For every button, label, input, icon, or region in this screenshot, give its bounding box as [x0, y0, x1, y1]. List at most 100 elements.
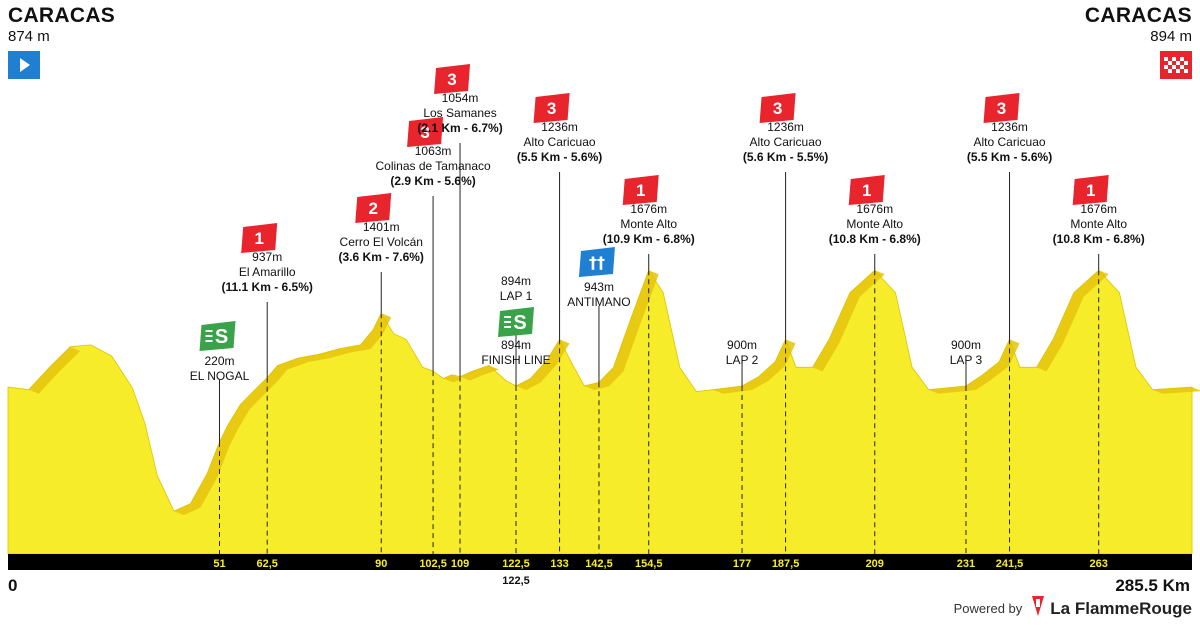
- profile-climb-shade: [256, 377, 278, 392]
- category-2-badge: 2: [355, 193, 392, 223]
- km-tick-label-below: 122,5: [502, 575, 530, 587]
- finish-line-altitude: 894m: [501, 338, 531, 352]
- profile-climb-shade: [742, 376, 769, 391]
- climb-name: Alto Caricuao: [750, 135, 822, 149]
- profile-climb-shade: [267, 365, 288, 382]
- profile-climb-shade: [928, 386, 976, 394]
- marker-altitude: 220m: [204, 354, 234, 368]
- category-3-badge: 3: [983, 93, 1020, 123]
- km-tick-label: 231: [957, 558, 975, 570]
- marker-altitude: 900m: [727, 338, 757, 352]
- category-1-badge: 1: [1072, 175, 1109, 205]
- profile-climb-shade: [1073, 270, 1109, 297]
- profile-climb-shade: [598, 367, 624, 387]
- sprint-icon: S: [498, 307, 535, 337]
- marker-altitude: 900m: [951, 338, 981, 352]
- marker-altitude: 894m: [501, 274, 531, 288]
- profile-climb-shade: [613, 320, 641, 372]
- km-tick-label: 177: [733, 558, 751, 570]
- profile-climb-shade: [630, 270, 659, 325]
- profile-climb-shade: [372, 313, 392, 335]
- svg-text:1: 1: [862, 181, 871, 200]
- profile-climb-shade: [547, 339, 570, 364]
- climb-name: Cerro El Volcán: [340, 235, 423, 249]
- profile-climb-shade: [207, 442, 230, 478]
- profile-climb-shade: [339, 344, 371, 353]
- profile-climb-shade: [298, 354, 330, 363]
- climb-name: El Amarillo: [239, 265, 296, 279]
- climb-stats: (5.5 Km - 5.6%): [517, 150, 602, 164]
- finish-city: CARACAS: [1084, 4, 1192, 27]
- climb-altitude: 1676m: [1080, 202, 1117, 216]
- climb-altitude: 1236m: [991, 120, 1028, 134]
- profile-climb-shade: [360, 330, 383, 349]
- km-tick-label: 122,5: [502, 558, 530, 570]
- profile-climb-shade: [584, 382, 609, 391]
- climb-name: Alto Caricuao: [974, 135, 1046, 149]
- category-3-badge: 3: [533, 93, 570, 123]
- km-tick-label: 142,5: [585, 558, 613, 570]
- profile-climb-shade: [982, 361, 1010, 379]
- climb-name: Alto Caricuao: [524, 135, 596, 149]
- km-tick-label: 263: [1090, 558, 1108, 570]
- km-tick-label: 241,5: [996, 558, 1024, 570]
- marker-altitude: 943m: [584, 280, 614, 294]
- svg-text:2: 2: [369, 199, 378, 218]
- climb-altitude: 1401m: [363, 220, 400, 234]
- climb-stats: (5.6 Km - 5.5%): [743, 150, 828, 164]
- profile-climb-shade: [1152, 387, 1200, 394]
- climb-name: Los Samanes: [423, 106, 496, 120]
- start-altitude: 874 m: [8, 28, 50, 45]
- climb-altitude: 1676m: [630, 202, 667, 216]
- climb-stats: (5.5 Km - 5.6%): [967, 150, 1052, 164]
- climb-stats: (2.1 Km - 6.7%): [417, 121, 502, 135]
- km-tick-label: 133: [550, 558, 568, 570]
- distance-axis-bar: [8, 554, 1192, 570]
- category-1-badge: 1: [622, 175, 659, 205]
- marker-name: LAP 3: [950, 353, 983, 367]
- climb-stats: (10.8 Km - 6.8%): [1053, 232, 1145, 246]
- km-tick-label: 102,5: [419, 558, 447, 570]
- climb-altitude: 1063m: [415, 144, 452, 158]
- distance-start-label: 0: [8, 576, 18, 595]
- powered-by: Powered by La FlammeRouge: [954, 596, 1192, 621]
- profile-climb-shade: [812, 339, 840, 372]
- profile-climb-shade: [28, 367, 60, 394]
- climb-altitude: 1676m: [856, 202, 893, 216]
- profile-climb-shade: [227, 404, 251, 430]
- svg-text:3: 3: [447, 70, 456, 89]
- climb-name: Monte Alto: [620, 217, 677, 231]
- flame-icon: [1030, 596, 1046, 621]
- climb-altitude: 937m: [252, 250, 282, 264]
- svg-text:3: 3: [420, 123, 429, 142]
- profile-climb-shade: [190, 473, 218, 508]
- climb-stats: (10.8 Km - 6.8%): [829, 232, 921, 246]
- svg-text:3: 3: [997, 99, 1006, 118]
- sprint-icon: S: [199, 321, 236, 351]
- climb-stats: (10.9 Km - 6.8%): [603, 232, 695, 246]
- svg-text:S: S: [215, 326, 228, 348]
- km-tick-label: 109: [451, 558, 469, 570]
- category-3-badge: 3: [434, 64, 471, 94]
- svg-text:1: 1: [636, 181, 645, 200]
- marker-name: LAP 1: [500, 289, 533, 303]
- climb-name: Monte Alto: [846, 217, 903, 231]
- distance-total-label: 285.5 Km: [1115, 576, 1190, 595]
- svg-text:3: 3: [773, 99, 782, 118]
- profile-climb-shade: [460, 371, 483, 381]
- profile-climb-shade: [829, 292, 860, 344]
- km-tick-label: 187,5: [772, 558, 800, 570]
- finish-altitude: 894 m: [1150, 28, 1192, 45]
- climb-altitude: 1236m: [767, 120, 804, 134]
- profile-climb-shade: [849, 270, 885, 297]
- km-tick-label: 209: [866, 558, 884, 570]
- category-1-badge: 1: [241, 223, 278, 253]
- km-tick-label: 90: [375, 558, 387, 570]
- profile-climb-shade: [1036, 339, 1064, 372]
- svg-text:S: S: [513, 312, 526, 334]
- climb-altitude: 1054m: [442, 91, 479, 105]
- category-3-badge: 3: [407, 117, 444, 147]
- profile-climb-shade: [319, 348, 350, 359]
- climb-name: Monte Alto: [1070, 217, 1127, 231]
